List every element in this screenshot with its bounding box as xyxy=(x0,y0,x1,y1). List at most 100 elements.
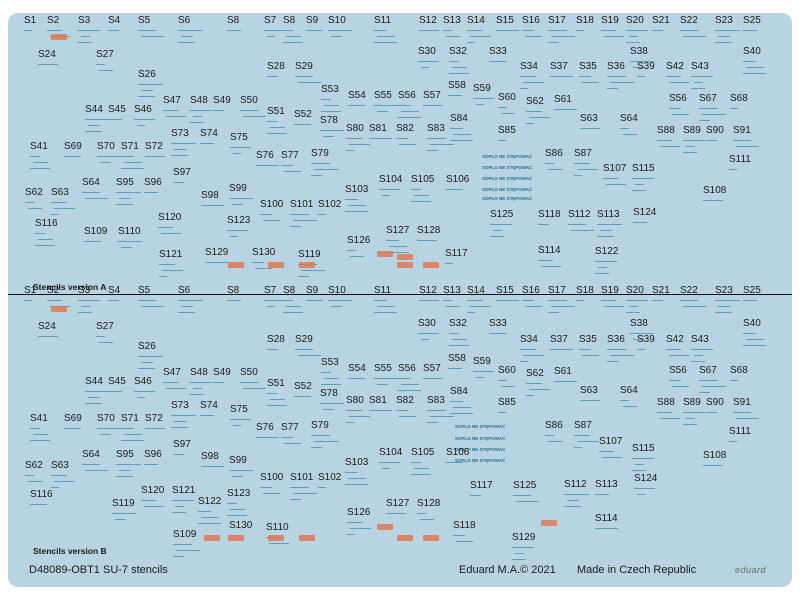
version-a-stencil-mark xyxy=(715,30,740,31)
version-a-stencil-mark xyxy=(702,114,726,115)
version-b-stencil-label: S58 xyxy=(448,353,466,364)
version-a-stencil-mark xyxy=(321,111,341,112)
version-a-stencil-label: S10 xyxy=(328,15,346,26)
version-b-stencil-mark xyxy=(595,494,609,495)
version-a-stencil-mark xyxy=(174,149,186,150)
version-a-stencil-mark xyxy=(213,110,224,111)
version-b-stencil-mark xyxy=(489,333,506,334)
version-a-stencil-mark xyxy=(601,30,616,31)
version-b-stencil-label: S16 xyxy=(522,285,540,296)
version-a-stencil-mark xyxy=(633,222,647,223)
version-a-stencil-mark xyxy=(138,96,155,97)
version-a-stencil-label: S84 xyxy=(450,113,468,124)
version-b-stencil-mark xyxy=(374,378,398,379)
version-b-stencil-label: S12 xyxy=(419,285,437,296)
version-a-stencil-mark xyxy=(379,189,400,190)
stencil-marks: SOPLO NE STĘPOWAĆ SOPLO NE STĘPOWAĆ SOPLO … xyxy=(8,13,792,587)
version-a-stencil-mark xyxy=(652,30,663,31)
version-a-stencil-label: S101 xyxy=(290,199,314,210)
version-a-stencil-label: S30 xyxy=(418,46,436,57)
version-a-stencil-mark xyxy=(427,150,438,151)
version-a-stencil-label: S126 xyxy=(347,235,371,246)
version-a-stencil-mark xyxy=(548,30,567,31)
version-a-stencil-label: S122 xyxy=(595,246,619,257)
version-a-stencil-mark xyxy=(733,140,751,141)
version-a-stencil-mark xyxy=(598,267,607,268)
version-b-stencil-label: S83 xyxy=(427,395,445,406)
version-a-stencil-label: S21 xyxy=(652,15,670,26)
version-a-stencil-mark xyxy=(576,30,584,31)
version-b-stencil-label: S33 xyxy=(489,318,507,329)
version-b-stencil-label: S42 xyxy=(666,334,684,345)
version-a-stencil-label: S47 xyxy=(163,95,181,106)
version-b-stencil-mark xyxy=(119,470,131,471)
version-a-stencil-mark xyxy=(538,260,553,261)
version-a-stencil-mark xyxy=(382,195,390,196)
version-b-stencil-label: S100 xyxy=(260,472,284,483)
version-a-stencil-label: S108 xyxy=(703,185,727,196)
version-b-stencil-mark xyxy=(743,345,766,346)
version-a-stencil-label: S120 xyxy=(158,212,182,223)
version-b-stencil-mark xyxy=(213,382,224,383)
version-b-stencil-mark xyxy=(172,512,186,513)
version-b-stencil-mark xyxy=(414,468,429,469)
version-b-stencil-mark xyxy=(81,306,90,307)
version-b-stencil-mark xyxy=(577,441,598,442)
version-a-stencil-mark xyxy=(743,73,766,74)
version-a-stencil-label: S68 xyxy=(730,93,748,104)
version-b-stencil-mark xyxy=(348,478,366,479)
version-b-stencil-mark xyxy=(501,386,515,387)
version-b-stencil-mark xyxy=(233,425,241,426)
version-b-stencil-mark xyxy=(446,462,463,463)
version-b-stencil-mark xyxy=(263,493,280,494)
version-b-stencil-mark xyxy=(96,336,105,337)
version-b-stencil-label: S23 xyxy=(715,285,733,296)
version-a-stencil-mark xyxy=(683,140,705,141)
version-a-stencil-label: S33 xyxy=(489,46,507,57)
version-a-stencil-mark xyxy=(446,36,460,37)
version-a-stencil-mark xyxy=(81,36,90,37)
version-a-stencil-mark xyxy=(124,162,142,163)
version-b-stencil-mark xyxy=(743,333,756,334)
version-b-stencil-mark xyxy=(574,435,590,436)
version-a-stencil-mark xyxy=(240,110,258,111)
version-b-stencil-label: S3 xyxy=(78,285,91,296)
version-b-stencil-mark xyxy=(498,380,507,381)
version-b-stencil-label: S28 xyxy=(267,334,285,345)
version-b-stencil-mark xyxy=(607,361,618,362)
version-b-stencil-mark xyxy=(298,355,321,356)
version-a-stencil-label: S17 xyxy=(548,15,566,26)
version-b-stencil-mark xyxy=(345,484,368,485)
version-a-stencil-mark xyxy=(24,30,32,31)
version-a-stencil-label: S22 xyxy=(680,15,698,26)
version-a-stencil-label: S111 xyxy=(729,154,751,165)
version-b-stencil-mark xyxy=(240,382,258,383)
version-a-stencil-mark xyxy=(411,189,421,190)
version-b-stencil-mark xyxy=(548,300,567,301)
version-a-stencil-mark xyxy=(232,204,243,205)
version-b-stencil-label: S38 xyxy=(630,318,648,329)
version-b-stencil-label: S73 xyxy=(171,400,189,411)
version-a-stencil-label: S97 xyxy=(173,167,191,178)
version-a-stencil-label: S24 xyxy=(38,49,56,60)
version-a-stencil-mark xyxy=(449,61,459,62)
version-b-stencil-mark xyxy=(295,349,313,350)
version-b-stencil-mark xyxy=(349,416,370,417)
version-a-stencil-label: S54 xyxy=(348,90,366,101)
version-b-stencil-mark xyxy=(520,361,528,362)
version-a-stencil-label: S121 xyxy=(159,249,183,260)
version-a-stencil-label: S57 xyxy=(423,90,441,101)
version-b-stencil-mark xyxy=(733,412,751,413)
version-a-stencil-label: S64 xyxy=(82,177,100,188)
version-b-stencil-label: S71 xyxy=(121,413,139,424)
version-a-stencil-mark xyxy=(82,192,100,193)
version-a-stencil-mark xyxy=(78,42,92,43)
version-b-stencil-mark xyxy=(47,300,62,301)
version-b-stencil-mark xyxy=(398,390,421,391)
version-a-stencil-mark xyxy=(629,36,638,37)
version-b-stencil-mark xyxy=(574,447,582,448)
version-b-stencil-mark xyxy=(427,410,446,411)
version-a-stencil-label: S59 xyxy=(473,83,491,94)
version-a-stencil-label: S45 xyxy=(108,104,126,115)
version-a-stencil-mark xyxy=(691,88,705,89)
